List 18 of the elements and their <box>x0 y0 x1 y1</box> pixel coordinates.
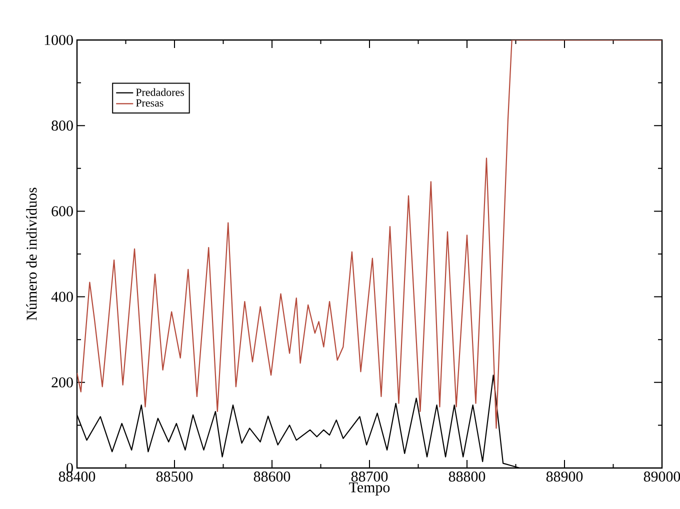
x-tick-label: 88600 <box>254 472 290 482</box>
x-tick-label: 89000 <box>644 472 680 482</box>
x-tick-label: 88800 <box>448 472 486 482</box>
x-axis-title: Tempo <box>349 482 390 496</box>
x-tick-label: 88700 <box>351 472 388 482</box>
y-tick-label: 400 <box>51 292 73 302</box>
x-tick-label: 88900 <box>546 472 583 482</box>
legend-label: Presas <box>136 99 164 107</box>
line-series <box>77 40 662 429</box>
y-tick-label: 0 <box>66 462 73 474</box>
y-tick-label: 600 <box>52 206 73 216</box>
x-tick-label: 88500 <box>156 472 193 482</box>
y-tick-label: 800 <box>52 120 73 131</box>
legend-label: Predadores <box>136 88 184 96</box>
y-tick-label: 1000 <box>44 34 73 46</box>
y-tick-label: 200 <box>52 377 73 388</box>
y-axis-title: Número de indivíduos <box>26 188 37 320</box>
x-tick-label: 88400 <box>58 472 96 482</box>
